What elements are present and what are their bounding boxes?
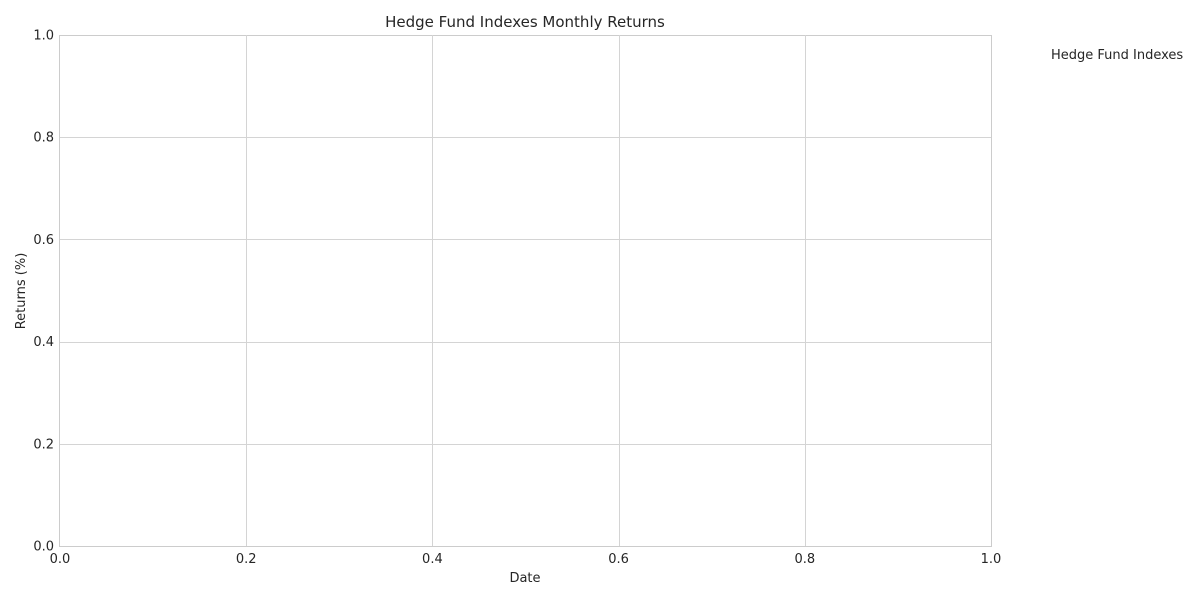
x-tick-label: 0.6 [608, 552, 629, 567]
y-axis-label: Returns (%) [14, 253, 29, 330]
legend: Hedge Fund Indexes [1051, 48, 1183, 63]
y-tick-label: 0.2 [33, 437, 54, 452]
legend-title: Hedge Fund Indexes [1051, 48, 1183, 63]
y-tick-labels: 0.0 0.2 0.4 0.6 0.8 1.0 [33, 29, 54, 555]
y-tick-label: 0.8 [33, 131, 54, 146]
x-axis-label: Date [509, 571, 540, 586]
x-tick-label: 0.8 [794, 552, 815, 567]
y-tick-label: 0.6 [33, 233, 54, 248]
x-tick-label: 0.4 [422, 552, 443, 567]
plot-area [59, 35, 992, 547]
x-tick-label: 0.0 [50, 552, 71, 567]
x-tick-label: 0.2 [236, 552, 257, 567]
y-tick-label: 0.0 [33, 540, 54, 555]
chart-title: Hedge Fund Indexes Monthly Returns [385, 13, 665, 31]
grid-lines [60, 35, 991, 546]
y-tick-label: 0.4 [33, 335, 54, 350]
y-tick-label: 1.0 [33, 29, 54, 44]
x-tick-label: 1.0 [981, 552, 1002, 567]
x-tick-labels: 0.0 0.2 0.4 0.6 0.8 1.0 [50, 552, 1002, 567]
